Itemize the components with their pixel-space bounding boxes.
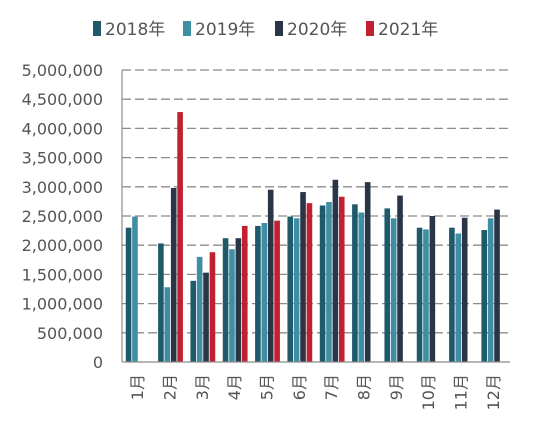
legend-swatch <box>275 21 283 36</box>
bar <box>170 187 177 362</box>
bar <box>235 238 242 362</box>
y-tick-label: 4,500,000 <box>22 90 103 109</box>
bar <box>229 249 235 362</box>
y-tick-label: 2,000,000 <box>22 236 103 255</box>
bar <box>461 217 468 362</box>
y-tick-label: 2,500,000 <box>22 207 103 226</box>
x-tick-label: 6月 <box>290 374 309 400</box>
legend-swatch <box>366 21 374 36</box>
bar <box>209 252 216 362</box>
x-tick-label: 12月 <box>484 374 503 410</box>
x-axis: 1月 2月 3月 4月 5月 6月 7月 8月 9月 10月 11月 12月 <box>122 361 510 410</box>
bar <box>255 225 261 362</box>
bar <box>332 179 339 362</box>
bar <box>487 218 494 362</box>
bar <box>222 238 229 362</box>
bar <box>241 225 248 362</box>
bar <box>364 182 371 362</box>
bar <box>481 230 488 362</box>
bar <box>132 216 138 362</box>
x-tick-label: 7月 <box>322 374 341 400</box>
y-tick-label: 500,000 <box>37 324 103 343</box>
y-tick-label: 0 <box>93 353 103 372</box>
y-tick-label: 5,000,000 <box>22 61 103 80</box>
y-tick-label: 1,500,000 <box>22 265 103 284</box>
bar <box>287 216 294 362</box>
x-tick-label: 11月 <box>452 374 471 410</box>
plot-area <box>125 112 500 362</box>
bar <box>274 220 280 362</box>
x-tick-label: 3月 <box>193 374 212 400</box>
x-tick-label: 10月 <box>419 374 438 410</box>
bar <box>300 192 306 362</box>
bar <box>164 287 171 362</box>
bar <box>390 218 397 362</box>
legend: 2018年 2019年 2020年 2021年 <box>93 20 438 40</box>
bar <box>423 229 429 362</box>
bar <box>449 227 455 362</box>
bar <box>267 189 274 362</box>
x-tick-label: 1月 <box>128 374 147 400</box>
bar <box>306 203 313 362</box>
bar <box>338 196 345 362</box>
y-tick-label: 1,000,000 <box>22 295 103 314</box>
bar <box>494 209 500 362</box>
x-tick-label: 9月 <box>387 374 406 400</box>
bar <box>384 208 391 362</box>
legend-swatch <box>183 21 191 36</box>
bar <box>158 243 164 362</box>
bar <box>358 212 365 362</box>
bar <box>196 256 203 362</box>
bar <box>416 227 423 362</box>
legend-label: 2021年 <box>378 20 438 40</box>
bar <box>261 223 268 362</box>
bar <box>319 205 326 362</box>
legend-swatch <box>93 21 101 36</box>
y-tick-label: 3,000,000 <box>22 178 103 197</box>
y-axis: 0 500,000 1,000,000 1,500,000 2,000,000 2,500… <box>22 61 123 372</box>
x-tick-label: 8月 <box>355 374 374 400</box>
legend-label: 2020年 <box>287 20 347 40</box>
x-tick-label: 4月 <box>225 374 244 400</box>
bar <box>125 227 132 362</box>
bar <box>455 233 462 362</box>
bar <box>203 272 209 362</box>
bar <box>190 280 197 362</box>
x-tick-label: 5月 <box>258 374 277 400</box>
bar <box>177 112 183 362</box>
y-tick-label: 4,000,000 <box>22 119 103 138</box>
bar <box>352 204 358 362</box>
bar <box>326 201 332 362</box>
bar <box>293 218 300 362</box>
legend-label: 2018年 <box>105 20 165 40</box>
bar <box>429 216 436 362</box>
x-tick-label: 2月 <box>161 374 180 400</box>
bar <box>397 195 403 362</box>
y-tick-label: 3,500,000 <box>22 149 103 168</box>
legend-label: 2019年 <box>195 20 255 40</box>
